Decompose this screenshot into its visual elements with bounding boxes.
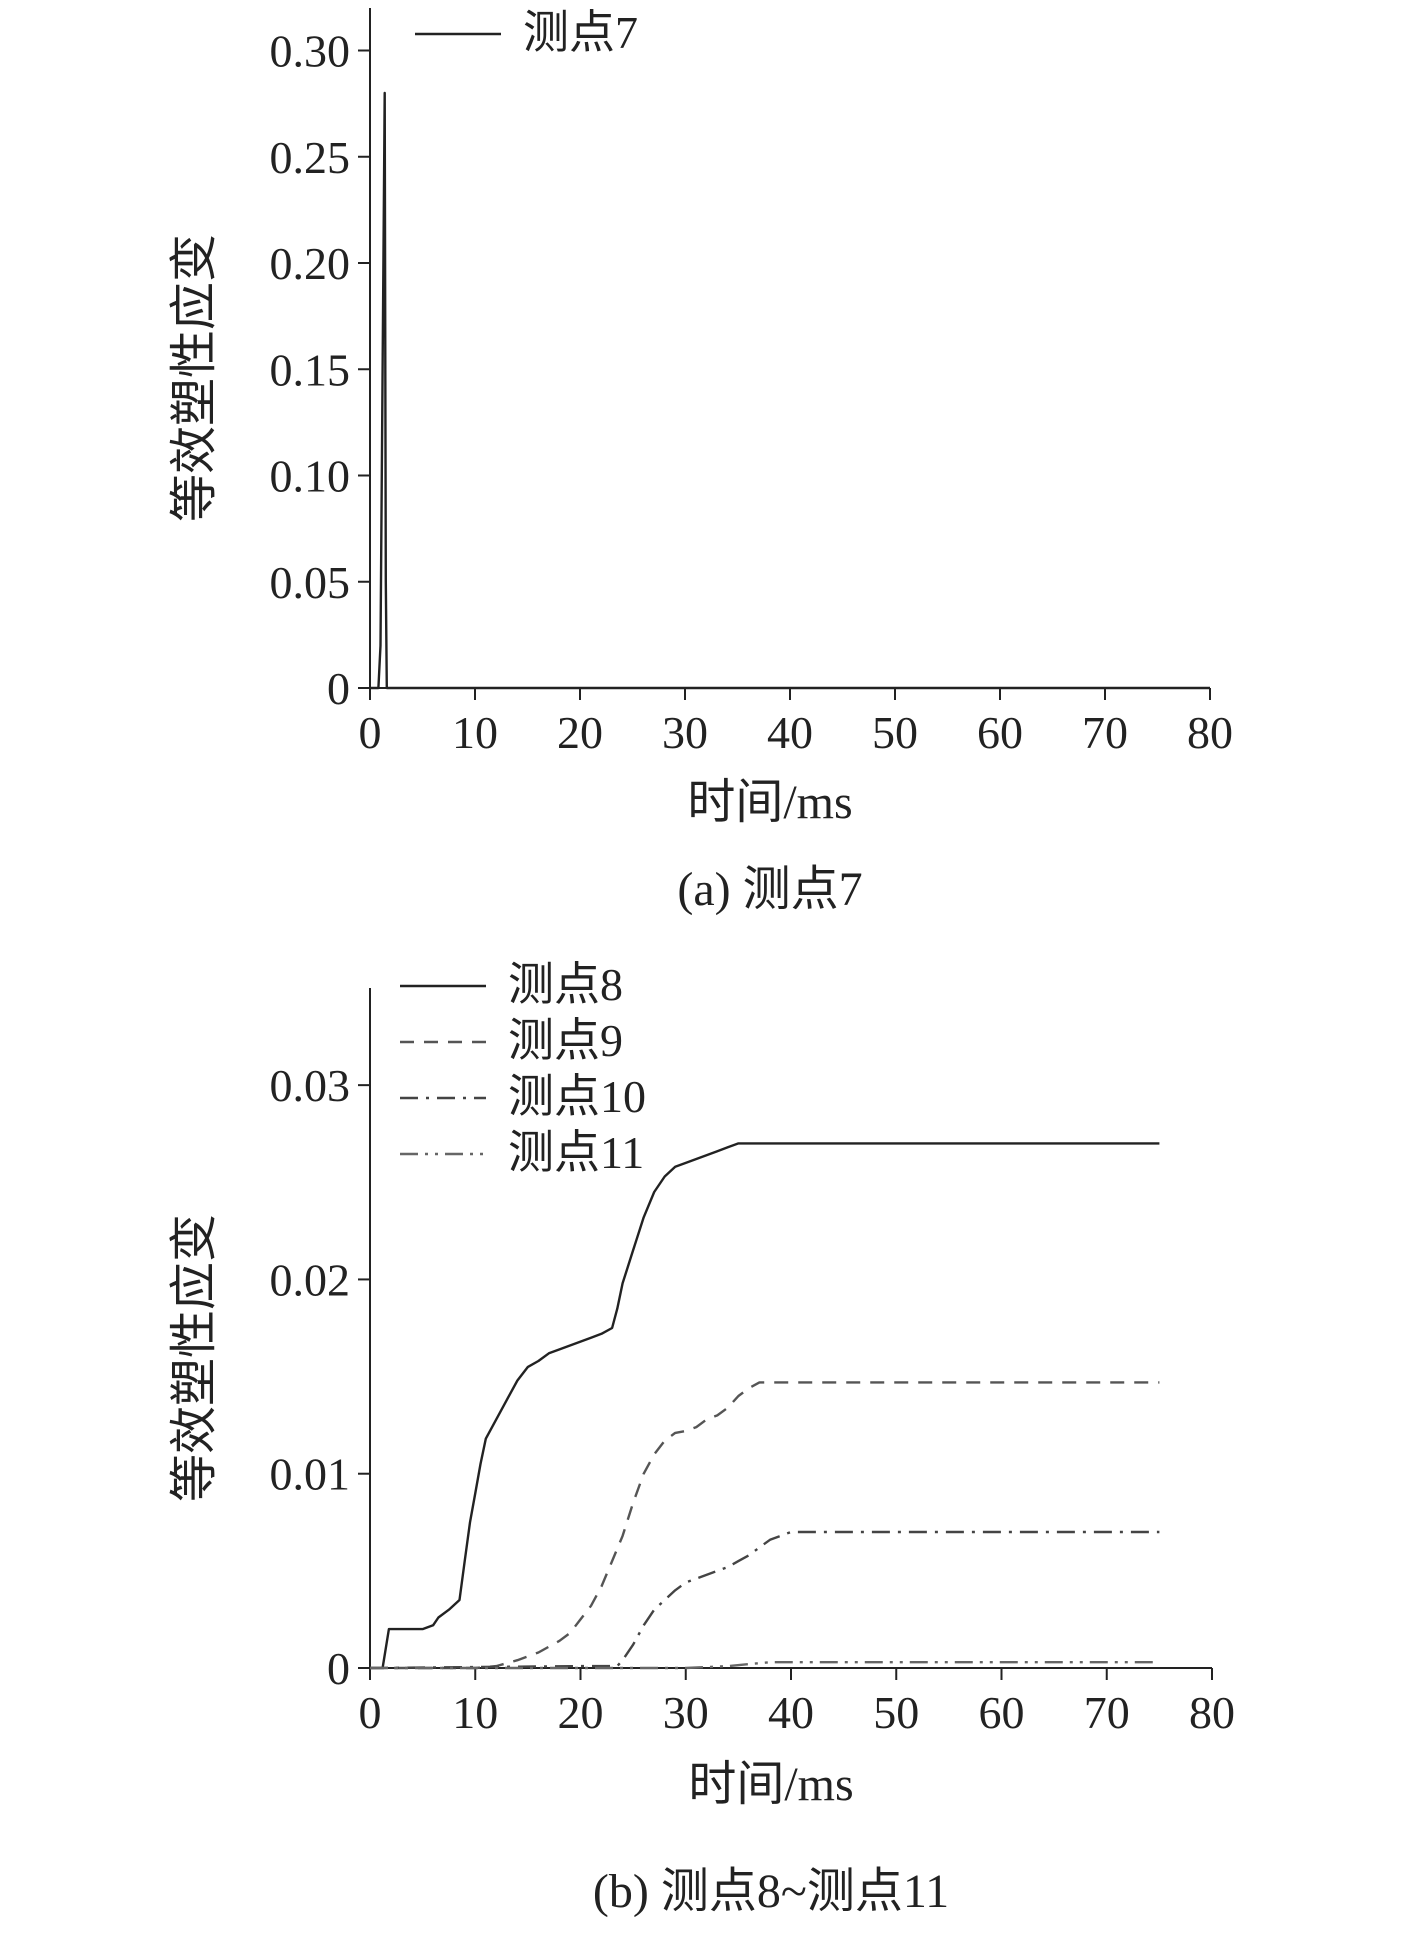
x-axis-label: 时间/ms xyxy=(688,1758,853,1811)
y-tick-label: 0.25 xyxy=(270,132,351,183)
x-tick-label: 40 xyxy=(767,707,813,758)
y-tick-label: 0.15 xyxy=(270,344,351,395)
y-tick-label: 0 xyxy=(327,663,350,714)
y-tick-label: 0.01 xyxy=(270,1449,351,1500)
series-line-0 xyxy=(370,91,1210,690)
series-line-1 xyxy=(370,1381,1160,1670)
x-tick-label: 10 xyxy=(452,1687,498,1738)
legend-label-3: 测点11 xyxy=(508,1127,644,1178)
x-tick-label: 80 xyxy=(1187,707,1233,758)
x-tick-label: 10 xyxy=(452,707,498,758)
x-tick-label: 70 xyxy=(1084,1687,1130,1738)
x-tick-label: 30 xyxy=(663,1687,709,1738)
y-tick-label: 0.30 xyxy=(270,26,351,77)
chart-caption: (b) 测点8~测点11 xyxy=(593,1865,949,1918)
x-tick-label: 20 xyxy=(558,1687,604,1738)
x-tick-label: 50 xyxy=(872,707,918,758)
chart-caption: (a) 测点7 xyxy=(677,863,862,916)
x-tick-label: 60 xyxy=(977,707,1023,758)
y-tick-label: 0.03 xyxy=(270,1060,351,1111)
chart-a-measure-point-7: 0 10 20 30 40 50 60 70 80 0 0.05 0.10 0.15 0.20 0.25 0.… xyxy=(168,7,1233,916)
x-tick-label: 40 xyxy=(768,1687,814,1738)
x-axis-label: 时间/ms xyxy=(687,776,852,829)
x-tick-label: 0 xyxy=(359,1687,382,1738)
legend-label-0: 测点7 xyxy=(523,7,638,58)
x-tick-label: 0 xyxy=(359,707,382,758)
x-tick-label: 30 xyxy=(662,707,708,758)
y-tick-label: 0.05 xyxy=(270,557,351,608)
x-tick-label: 20 xyxy=(557,707,603,758)
legend-label-2: 测点10 xyxy=(508,1071,646,1122)
y-tick-label: 0.02 xyxy=(270,1254,351,1305)
y-axis-label: 等效塑性应变 xyxy=(168,234,221,522)
x-tick-label: 80 xyxy=(1189,1687,1235,1738)
x-tick-label: 50 xyxy=(873,1687,919,1738)
series-line-3 xyxy=(370,1660,1160,1670)
legend-label-0: 测点8 xyxy=(508,959,623,1010)
y-tick-label: 0 xyxy=(327,1643,350,1694)
chart-b-measure-points-8-11: 0 10 20 30 40 50 60 70 80 0 0.01 0.02 0.03 等效塑性应变时间/m… xyxy=(168,959,1235,1918)
y-tick-label: 0.10 xyxy=(270,451,351,502)
y-tick-label: 0.20 xyxy=(270,238,351,289)
series-line-2 xyxy=(369,1530,1160,1670)
x-tick-label: 70 xyxy=(1082,707,1128,758)
legend-label-1: 测点9 xyxy=(508,1015,623,1066)
y-axis-label: 等效塑性应变 xyxy=(168,1214,221,1502)
series-line-0 xyxy=(381,1142,1160,1669)
x-tick-label: 60 xyxy=(979,1687,1025,1738)
